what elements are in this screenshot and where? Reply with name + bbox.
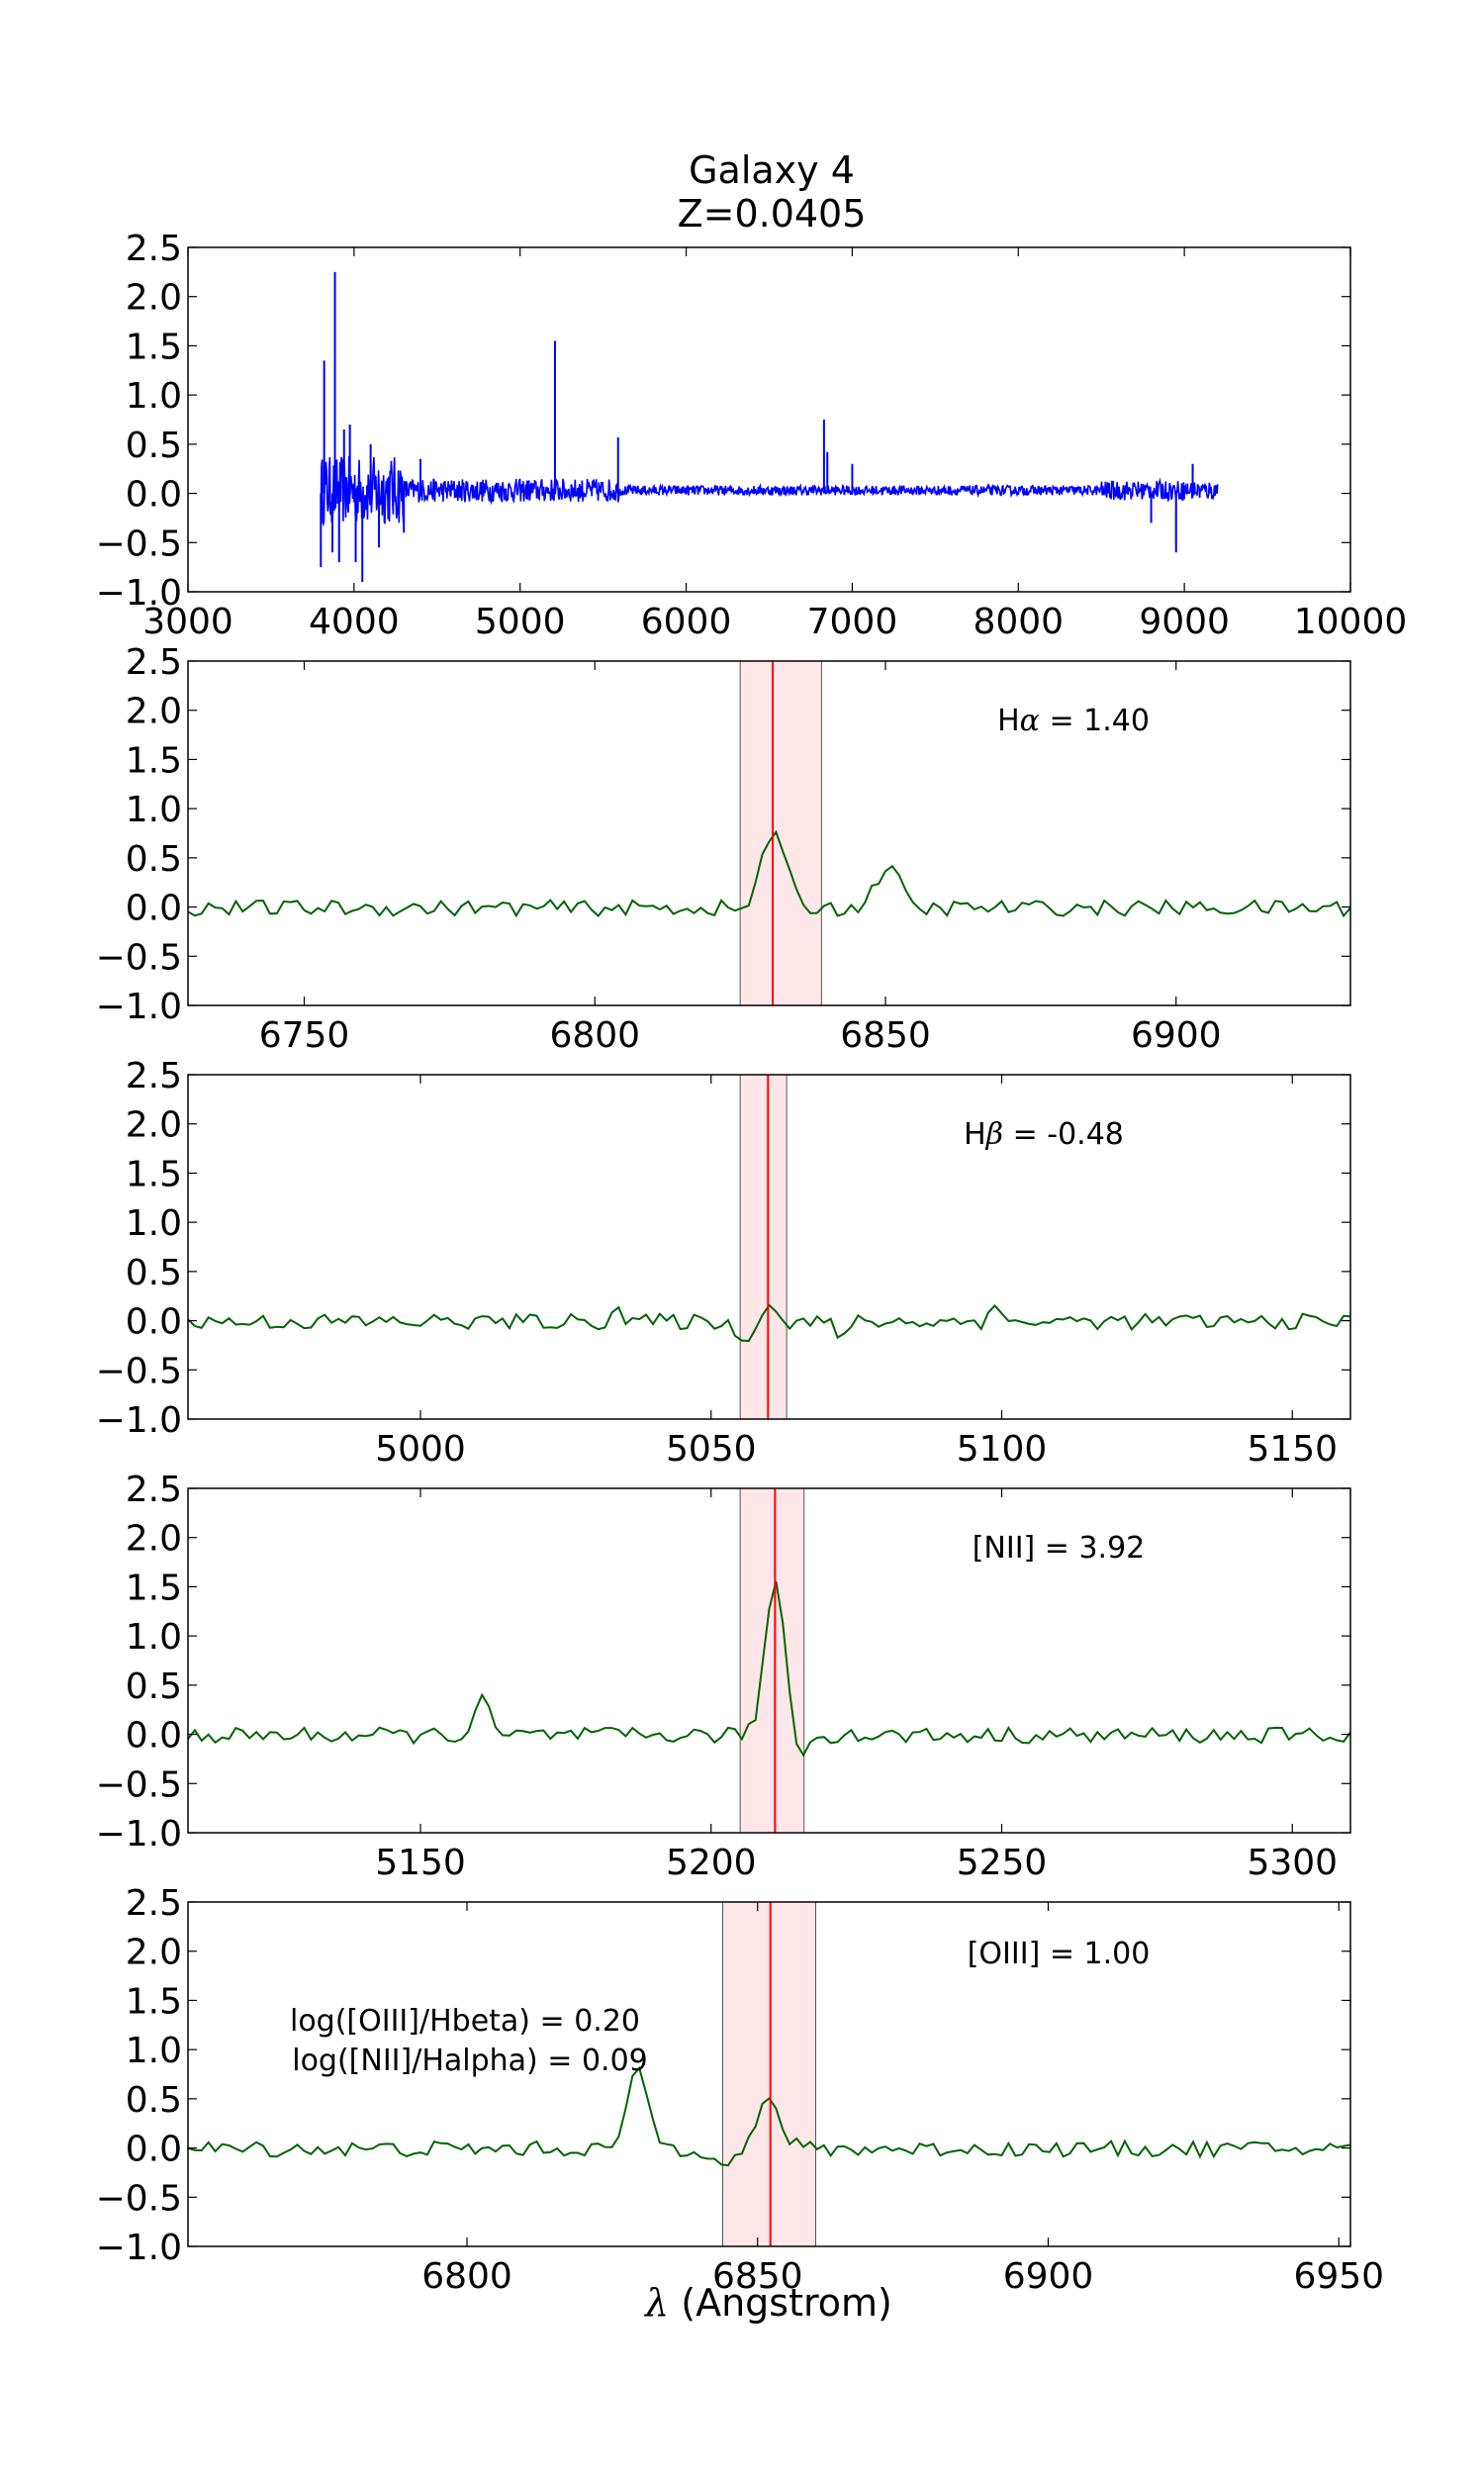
y-tick-label: 1.0	[126, 1617, 182, 1658]
line-flux-annotation: [OIII] = 1.00	[968, 1937, 1151, 1971]
line-flux-annotation: [NII] = 3.92	[973, 1531, 1146, 1566]
ratio-oiii-hbeta: log([OIII]/Hbeta) = 0.20	[290, 2004, 640, 2039]
x-tick-label: 5300	[1247, 1843, 1338, 1883]
axes-frame	[187, 1074, 1351, 1420]
title-redshift: Z=0.0405	[677, 192, 867, 236]
panel-halpha: −1.0 −0.5 0.0 0.5 1.0 1.5 2.0 2.5 6750 6800 6850 69…	[96, 642, 1351, 1056]
x-tick-label: 8000	[973, 602, 1064, 642]
x-tick-label: 10000	[1294, 602, 1408, 642]
x-tick-label: 5150	[375, 1843, 466, 1883]
y-tick-label: 0.0	[126, 889, 182, 929]
x-axis-label: λ (Angstrom)	[643, 2281, 892, 2325]
axes-frame	[187, 1487, 1351, 1834]
x-tick-label: 6800	[421, 2256, 512, 2297]
spectrum-line	[320, 455, 1219, 527]
y-tick-label: −1.0	[96, 573, 182, 614]
axes-frame	[187, 660, 1351, 1006]
x-tick-label: 5000	[475, 602, 566, 642]
y-tick-label: 1.5	[126, 1568, 182, 1608]
x-tick-label: 5200	[666, 1843, 757, 1883]
panel-nii: −1.0 −0.5 0.0 0.5 1.0 1.5 2.0 2.5 5150 5200 5250 53…	[96, 1470, 1351, 1883]
figure-title: Galaxy 4 Z=0.0405	[554, 148, 989, 236]
x-tick-label: 6750	[259, 1015, 350, 1056]
x-tick-label: 4000	[309, 602, 400, 642]
y-tick-label: 0.5	[126, 1666, 182, 1707]
axes-frame	[187, 246, 1351, 593]
y-tick-label: 2.5	[126, 1883, 182, 1924]
y-tick-label: −0.5	[96, 1764, 182, 1805]
title-galaxy: Galaxy 4	[689, 148, 855, 192]
x-tick-label: 5050	[666, 1429, 757, 1470]
spectrum-line	[188, 829, 1350, 918]
y-tick-label: 1.5	[126, 740, 182, 781]
panel-hbeta: −1.0 −0.5 0.0 0.5 1.0 1.5 2.0 2.5 5000 5050 5100 51…	[96, 1056, 1351, 1470]
y-tick-label: −0.5	[96, 523, 182, 564]
y-tick-label: 2.5	[126, 642, 182, 683]
x-tick-label: 5100	[957, 1429, 1048, 1470]
x-tick-label: 9000	[1139, 602, 1230, 642]
axes-frame	[187, 1901, 1351, 2247]
spectrum-line	[188, 1580, 1350, 1758]
fit-window-band	[739, 1074, 788, 1420]
y-tick-label: 0.0	[126, 1302, 182, 1343]
y-tick-label: 0.0	[126, 475, 182, 516]
y-tick-label: −1.0	[96, 987, 182, 1027]
panel-full-spectrum: −1.0 −0.5 0.0 0.5 1.0 1.5 2.0 2.5 3000 4000 5000 60…	[96, 229, 1408, 642]
x-tick-label: 6900	[1003, 2256, 1094, 2297]
fit-window-band	[739, 660, 822, 1006]
y-tick-label: 1.5	[126, 1154, 182, 1194]
line-flux-annotation: Hα = 1.40	[997, 704, 1150, 738]
y-tick-label: −1.0	[96, 2228, 182, 2268]
y-tick-label: −0.5	[96, 1351, 182, 1391]
spectrum-line	[188, 1303, 1350, 1343]
fit-window-band	[722, 1901, 816, 2247]
y-tick-label: 1.5	[126, 1981, 182, 2022]
y-tick-label: 0.0	[126, 1716, 182, 1757]
x-tick-label: 5250	[957, 1843, 1048, 1883]
y-tick-label: 2.0	[126, 1933, 182, 1973]
y-tick-label: 2.5	[126, 1056, 182, 1096]
x-tick-label: 6850	[712, 2256, 803, 2297]
y-tick-label: 2.0	[126, 278, 182, 319]
panel-oiii: −1.0 −0.5 0.0 0.5 1.0 1.5 2.0 2.5 6800 6850 6900 69…	[96, 1883, 1384, 2297]
x-tick-label: 6900	[1131, 1015, 1222, 1056]
y-tick-label: −1.0	[96, 1400, 182, 1441]
x-tick-label: 7000	[807, 602, 898, 642]
y-tick-label: 2.5	[126, 1470, 182, 1510]
y-tick-label: 1.5	[126, 327, 182, 367]
y-tick-label: 2.0	[126, 1519, 182, 1560]
y-tick-label: −0.5	[96, 937, 182, 978]
line-flux-annotation: Hβ = -0.48	[964, 1117, 1124, 1152]
x-tick-label: 6850	[840, 1015, 931, 1056]
x-tick-label: 5000	[375, 1429, 466, 1470]
y-tick-label: −1.0	[96, 1814, 182, 1855]
fit-window-band	[739, 1487, 805, 1834]
y-tick-label: 0.0	[126, 2130, 182, 2170]
x-tick-label: 3000	[142, 602, 233, 642]
y-tick-label: −0.5	[96, 2178, 182, 2219]
y-tick-label: 0.5	[126, 839, 182, 880]
ratio-nii-halpha: log([NII]/Halpha) = 0.09	[292, 2044, 648, 2078]
y-tick-label: 1.0	[126, 1203, 182, 1244]
y-tick-label: 0.5	[126, 2080, 182, 2121]
y-tick-label: 1.0	[126, 790, 182, 830]
y-tick-label: 2.0	[126, 1105, 182, 1146]
x-tick-label: 6800	[549, 1015, 640, 1056]
y-tick-label: 0.5	[126, 1253, 182, 1293]
y-tick-label: 1.0	[126, 2031, 182, 2071]
y-tick-label: 0.5	[126, 426, 182, 466]
x-tick-label: 5150	[1247, 1429, 1338, 1470]
y-tick-label: 2.5	[126, 229, 182, 269]
y-tick-label: 2.0	[126, 692, 182, 732]
x-tick-label: 6000	[641, 602, 732, 642]
spectrum-line	[188, 2065, 1350, 2167]
x-tick-label: 6950	[1293, 2256, 1384, 2297]
y-tick-label: 1.0	[126, 376, 182, 417]
